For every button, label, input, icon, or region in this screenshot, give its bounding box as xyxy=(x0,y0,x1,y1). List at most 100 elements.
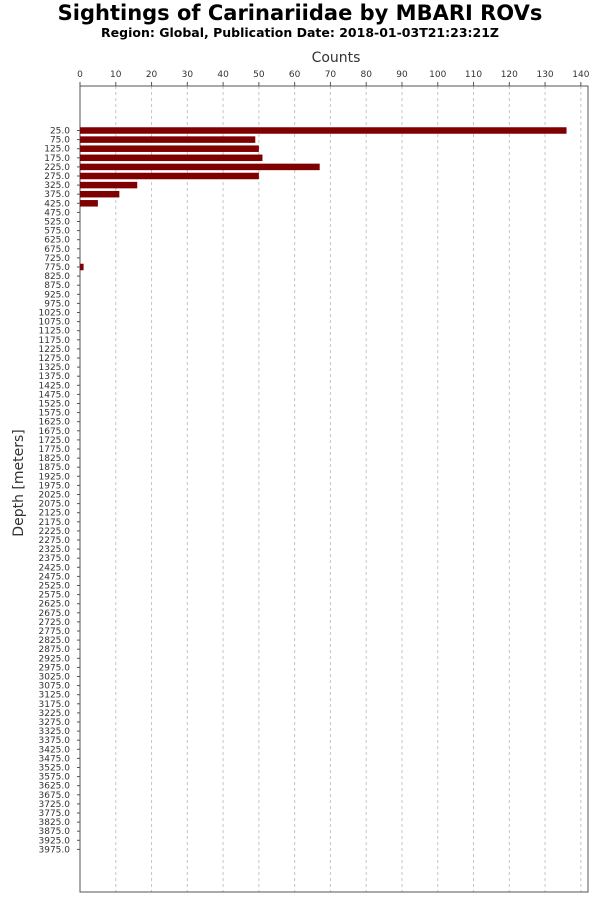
y-tick-label: 125.0 xyxy=(44,145,70,155)
y-tick-label: 3025.0 xyxy=(39,673,71,683)
y-tick-label: 2075.0 xyxy=(39,500,71,510)
y-tick-label: 3575.0 xyxy=(39,773,71,783)
bar xyxy=(80,200,98,207)
bar xyxy=(80,190,120,198)
x-tick-label: 90 xyxy=(396,70,408,80)
y-tick-label: 875.0 xyxy=(44,281,70,291)
y-tick-label: 1875.0 xyxy=(39,463,71,473)
bar xyxy=(80,263,84,271)
x-tick-label: 30 xyxy=(182,70,194,80)
y-tick-label: 475.0 xyxy=(44,208,70,218)
y-axis: 25.075.0125.0175.0225.0275.0325.0375.042… xyxy=(39,127,80,855)
x-tick-label: 100 xyxy=(429,70,446,80)
y-tick-label: 1925.0 xyxy=(39,472,71,482)
bar xyxy=(80,127,567,134)
y-tick-label: 2575.0 xyxy=(39,591,71,601)
y-tick-label: 1825.0 xyxy=(39,454,71,464)
x-tick-label: 0 xyxy=(77,70,83,80)
y-tick-label: 1475.0 xyxy=(39,390,71,400)
y-tick-label: 1175.0 xyxy=(39,336,71,346)
x-tick-label: 70 xyxy=(325,70,337,80)
y-tick-label: 3975.0 xyxy=(39,845,71,855)
y-tick-label: 525.0 xyxy=(44,218,70,228)
y-tick-label: 825.0 xyxy=(44,272,70,282)
y-tick-label: 1425.0 xyxy=(39,381,71,391)
y-tick-label: 1525.0 xyxy=(39,400,71,410)
y-tick-label: 1675.0 xyxy=(39,427,71,437)
x-tick-label: 80 xyxy=(360,70,372,80)
bar xyxy=(80,181,138,189)
y-tick-label: 675.0 xyxy=(44,245,70,255)
y-tick-label: 425.0 xyxy=(44,199,70,209)
y-tick-label: 2125.0 xyxy=(39,509,71,519)
y-tick-label: 225.0 xyxy=(44,163,70,173)
y-tick-label: 2025.0 xyxy=(39,491,71,501)
y-tick-label: 3425.0 xyxy=(39,745,71,755)
y-tick-label: 3225.0 xyxy=(39,709,71,719)
y-tick-label: 775.0 xyxy=(44,263,70,273)
bar xyxy=(80,154,263,162)
y-tick-label: 2175.0 xyxy=(39,518,71,528)
y-tick-label: 575.0 xyxy=(44,227,70,237)
x-tick-label: 50 xyxy=(253,70,265,80)
plot-area xyxy=(79,85,589,893)
y-tick-label: 2275.0 xyxy=(39,536,71,546)
x-tick-label: 60 xyxy=(289,70,301,80)
chart-title: Sightings of Carinariidae by MBARI ROVs xyxy=(57,1,543,25)
y-tick-label: 2725.0 xyxy=(39,618,71,628)
y-tick-label: 2525.0 xyxy=(39,582,71,592)
y-tick-label: 1975.0 xyxy=(39,481,71,491)
chart-subtitle: Region: Global, Publication Date: 2018-0… xyxy=(101,25,499,40)
y-tick-label: 3175.0 xyxy=(39,700,71,710)
bar xyxy=(80,172,259,180)
y-tick-label: 3525.0 xyxy=(39,764,71,774)
y-tick-label: 3275.0 xyxy=(39,718,71,728)
x-tick-label: 130 xyxy=(536,70,553,80)
y-tick-label: 625.0 xyxy=(44,236,70,246)
y-tick-label: 725.0 xyxy=(44,254,70,264)
y-tick-label: 3325.0 xyxy=(39,727,71,737)
y-tick-label: 2925.0 xyxy=(39,654,71,664)
y-tick-label: 3625.0 xyxy=(39,782,71,792)
y-tick-label: 175.0 xyxy=(44,154,70,164)
bars xyxy=(80,127,567,271)
y-tick-label: 3825.0 xyxy=(39,818,71,828)
y-tick-label: 1725.0 xyxy=(39,436,71,446)
y-tick-label: 2975.0 xyxy=(39,663,71,673)
y-tick-label: 2425.0 xyxy=(39,563,71,573)
y-tick-label: 3925.0 xyxy=(39,836,71,846)
bar xyxy=(80,136,256,143)
x-tick-label: 140 xyxy=(572,70,589,80)
x-axis-title: Counts xyxy=(312,50,361,66)
y-tick-label: 1625.0 xyxy=(39,418,71,428)
y-tick-label: 3775.0 xyxy=(39,809,71,819)
grid-lines xyxy=(115,86,582,892)
y-tick-label: 2375.0 xyxy=(39,554,71,564)
y-tick-label: 3075.0 xyxy=(39,682,71,692)
y-tick-label: 1775.0 xyxy=(39,445,71,455)
y-tick-label: 2875.0 xyxy=(39,645,71,655)
y-tick-label: 2325.0 xyxy=(39,545,71,555)
y-tick-label: 3725.0 xyxy=(39,800,71,810)
y-axis-title: Depth [meters] xyxy=(11,429,27,536)
bar xyxy=(80,145,259,152)
x-tick-label: 20 xyxy=(146,70,158,80)
x-tick-label: 110 xyxy=(465,70,482,80)
y-tick-label: 3675.0 xyxy=(39,791,71,801)
y-tick-label: 1125.0 xyxy=(39,327,71,337)
bar xyxy=(80,163,320,171)
y-tick-label: 2825.0 xyxy=(39,636,71,646)
x-axis: 0 10 20 30 40 50 60 70 80 90 100 110 120 130 140 xyxy=(77,70,590,86)
y-tick-label: 3475.0 xyxy=(39,754,71,764)
y-tick-label: 1325.0 xyxy=(39,363,71,373)
x-tick-label: 120 xyxy=(501,70,518,80)
y-tick-label: 275.0 xyxy=(44,172,70,182)
y-tick-label: 2675.0 xyxy=(39,609,71,619)
y-tick-label: 375.0 xyxy=(44,190,70,200)
y-tick-label: 1275.0 xyxy=(39,354,71,364)
y-tick-label: 1225.0 xyxy=(39,345,71,355)
y-tick-label: 25.0 xyxy=(50,127,70,137)
y-tick-label: 3875.0 xyxy=(39,827,71,837)
y-tick-label: 1375.0 xyxy=(39,372,71,382)
